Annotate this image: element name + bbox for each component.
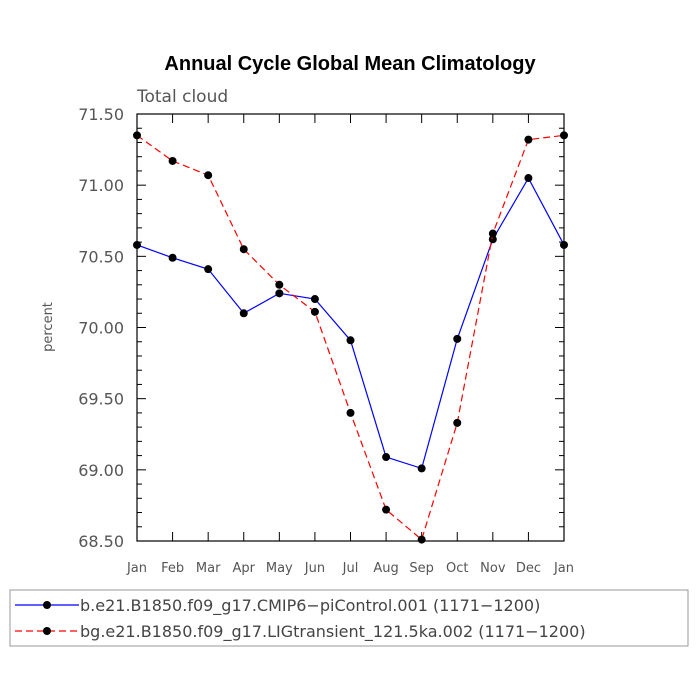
x-tick-label: Oct <box>446 561 468 576</box>
series-2-point <box>488 229 497 238</box>
series-2-point <box>133 131 141 140</box>
legend-box <box>9 589 689 647</box>
series-2-point <box>168 156 177 165</box>
x-tick-label: Jun <box>304 561 325 576</box>
series-1-point <box>346 336 355 345</box>
series-line-1 <box>136 176 565 470</box>
y-axis-label: percent <box>41 302 56 352</box>
x-tick-label: Jul <box>342 561 359 576</box>
series-2-point <box>524 135 533 144</box>
x-tick-label: Jan <box>126 561 147 576</box>
series-1-point <box>239 309 248 318</box>
series-1-point <box>310 295 319 304</box>
y-tick-label: 71.50 <box>78 105 124 124</box>
series-2-point <box>275 280 284 289</box>
legend-marker-1 <box>43 601 51 609</box>
series-1-point <box>417 464 426 473</box>
x-tick-label: Nov <box>480 561 506 576</box>
y-tick-label: 69.50 <box>78 390 124 409</box>
series-2-point <box>560 131 568 140</box>
series-2-point <box>382 505 391 514</box>
legend-marker-2 <box>43 627 51 635</box>
series-1-point <box>275 289 284 298</box>
y-tick-label: 71.00 <box>78 176 124 195</box>
series-1-point <box>453 334 462 343</box>
series-1-point <box>560 240 568 249</box>
legend-label-1: b.e21.B1850.f09_g17.CMIP6−piControl.001 … <box>80 596 540 616</box>
series-1-point <box>382 453 391 462</box>
x-tick-label: Mar <box>196 561 221 576</box>
series-2-point <box>204 171 213 180</box>
x-tick-label: Jan <box>553 561 574 576</box>
series-2-point <box>453 418 462 427</box>
legend-label-2: bg.e21.B1850.f09_g17.LIGtransient_121.5k… <box>80 622 586 642</box>
series-1-point <box>524 174 533 183</box>
series-2-point <box>310 307 319 316</box>
series-2-point <box>346 408 355 417</box>
series-1-point <box>133 240 141 249</box>
x-tick-label: Feb <box>161 561 184 576</box>
series-1-point <box>488 235 497 244</box>
y-tick-label: 70.50 <box>78 247 124 266</box>
series-2-point <box>417 535 426 544</box>
series-1-point <box>168 253 177 262</box>
chart-subtitle: Total cloud <box>136 87 228 107</box>
series-2-point <box>239 245 248 254</box>
x-tick-label: Sep <box>409 561 434 576</box>
x-tick-label: Aug <box>373 561 398 576</box>
y-tick-label: 70.00 <box>78 319 124 338</box>
chart-title: Annual Cycle Global Mean Climatology <box>164 53 536 75</box>
x-tick-label: May <box>266 561 293 576</box>
y-tick-label: 69.00 <box>78 461 124 480</box>
plot-frame <box>136 113 565 542</box>
x-tick-label: Dec <box>516 561 541 576</box>
series-1-point <box>204 265 213 274</box>
x-tick-label: Apr <box>233 561 256 576</box>
y-tick-label: 68.50 <box>78 532 124 551</box>
